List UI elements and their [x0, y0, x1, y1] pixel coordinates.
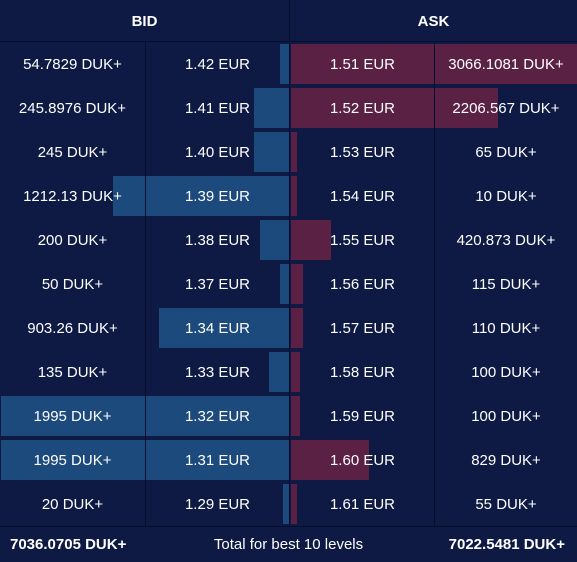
- order-book-row[interactable]: 903.26 DUK+ 1.34 EUR 1.57 EUR 110 DUK+: [0, 306, 577, 350]
- ask-price: 1.60 EUR: [329, 451, 396, 469]
- order-book-footer: Total for best 10 levels 7036.0705 DUK+ …: [0, 526, 577, 562]
- ask-price: 1.61 EUR: [329, 495, 396, 513]
- bid-depth-bar: [280, 264, 289, 304]
- bid-depth-bar: [254, 88, 289, 128]
- ask-depth-bar: [291, 352, 300, 392]
- bid-depth-bar: [283, 484, 289, 524]
- ask-depth-bar: [291, 88, 498, 128]
- order-book-row[interactable]: 20 DUK+ 1.29 EUR 1.61 EUR 55 DUK+: [0, 482, 577, 526]
- ask-depth-bar: [291, 308, 303, 348]
- column-divider: [434, 42, 435, 526]
- order-book-rows: 54.7829 DUK+ 1.42 EUR 1.51 EUR 3066.1081 DU…: [0, 42, 577, 526]
- header-divider: [0, 41, 577, 42]
- ask-depth-bar: [291, 264, 303, 304]
- ask-depth-bar: [291, 484, 297, 524]
- bid-depth-bar: [159, 308, 289, 348]
- bid-price: 1.37 EUR: [184, 275, 251, 293]
- bid-total: 7036.0705 DUK+: [10, 536, 127, 553]
- ask-price: 1.54 EUR: [329, 187, 396, 205]
- bid-volume: 135 DUK+: [37, 363, 108, 381]
- bid-volume: 903.26 DUK+: [27, 319, 118, 337]
- ask-volume: 100 DUK+: [471, 407, 541, 425]
- ask-volume: 10 DUK+: [475, 187, 537, 205]
- ask-volume: 55 DUK+: [475, 495, 537, 513]
- bid-price: 1.39 EUR: [184, 187, 251, 205]
- ask-depth-bar: [291, 220, 331, 260]
- column-divider: [289, 42, 290, 526]
- ask-volume: 3066.1081 DUK+: [448, 55, 564, 73]
- ask-volume: 2206.567 DUK+: [452, 99, 560, 117]
- bid-volume: 1995 DUK+: [33, 451, 112, 469]
- ask-price: 1.52 EUR: [329, 99, 396, 117]
- ask-depth-bar: [291, 396, 300, 436]
- ask-volume: 100 DUK+: [471, 363, 541, 381]
- bid-depth-bar: [280, 44, 289, 84]
- ask-total: 7022.5481 DUK+: [448, 536, 565, 553]
- bid-price: 1.29 EUR: [184, 495, 251, 513]
- ask-depth-bar: [291, 440, 369, 480]
- ask-depth-bar: [291, 132, 297, 172]
- ask-column-header: ASK: [417, 12, 450, 30]
- ask-depth-bar: [291, 176, 297, 216]
- order-book-row[interactable]: 50 DUK+ 1.37 EUR 1.56 EUR 115 DUK+: [0, 262, 577, 306]
- order-book-row[interactable]: 200 DUK+ 1.38 EUR 1.55 EUR 420.873 DUK+: [0, 218, 577, 262]
- bid-volume: 245 DUK+: [37, 143, 108, 161]
- order-book-header: BID ASK: [0, 0, 577, 42]
- bid-volume: 245.8976 DUK+: [18, 99, 127, 117]
- order-book-row[interactable]: 135 DUK+ 1.33 EUR 1.58 EUR 100 DUK+: [0, 350, 577, 394]
- bid-volume: 20 DUK+: [41, 495, 104, 513]
- order-book-row[interactable]: 1212.13 DUK+ 1.39 EUR 1.54 EUR 10 DUK+: [0, 174, 577, 218]
- order-book-row[interactable]: 245.8976 DUK+ 1.41 EUR 1.52 EUR 2206.567 DU…: [0, 86, 577, 130]
- ask-price: 1.51 EUR: [329, 55, 396, 73]
- bid-depth-bar: [113, 176, 289, 216]
- ask-volume: 829 DUK+: [471, 451, 541, 469]
- total-label: Total for best 10 levels: [213, 536, 364, 553]
- ask-volume: 65 DUK+: [475, 143, 537, 161]
- bid-depth-bar: [260, 220, 289, 260]
- ask-price: 1.59 EUR: [329, 407, 396, 425]
- ask-price: 1.53 EUR: [329, 143, 396, 161]
- bid-volume: 50 DUK+: [41, 275, 104, 293]
- bid-price: 1.42 EUR: [184, 55, 251, 73]
- bid-price: 1.32 EUR: [184, 407, 251, 425]
- ask-price: 1.58 EUR: [329, 363, 396, 381]
- bid-column-header: BID: [0, 0, 290, 42]
- ask-volume: 420.873 DUK+: [456, 231, 556, 249]
- column-divider: [145, 42, 146, 526]
- ask-price: 1.57 EUR: [329, 319, 396, 337]
- bid-depth-bar: [254, 132, 289, 172]
- bid-price: 1.33 EUR: [184, 363, 251, 381]
- bid-volume: 1995 DUK+: [33, 407, 112, 425]
- order-book-row[interactable]: 245 DUK+ 1.40 EUR 1.53 EUR 65 DUK+: [0, 130, 577, 174]
- ask-volume: 115 DUK+: [471, 275, 541, 293]
- ask-volume: 110 DUK+: [471, 319, 541, 337]
- bid-price: 1.41 EUR: [184, 99, 251, 117]
- ask-price: 1.55 EUR: [329, 231, 396, 249]
- bid-price: 1.34 EUR: [184, 319, 251, 337]
- ask-price: 1.56 EUR: [329, 275, 396, 293]
- bid-volume: 200 DUK+: [37, 231, 108, 249]
- bid-volume: 1212.13 DUK+: [23, 187, 122, 205]
- bid-volume: 54.7829 DUK+: [23, 55, 122, 73]
- bid-price: 1.38 EUR: [184, 231, 251, 249]
- bid-price: 1.40 EUR: [184, 143, 251, 161]
- bid-price: 1.31 EUR: [184, 451, 251, 469]
- bid-depth-bar: [269, 352, 289, 392]
